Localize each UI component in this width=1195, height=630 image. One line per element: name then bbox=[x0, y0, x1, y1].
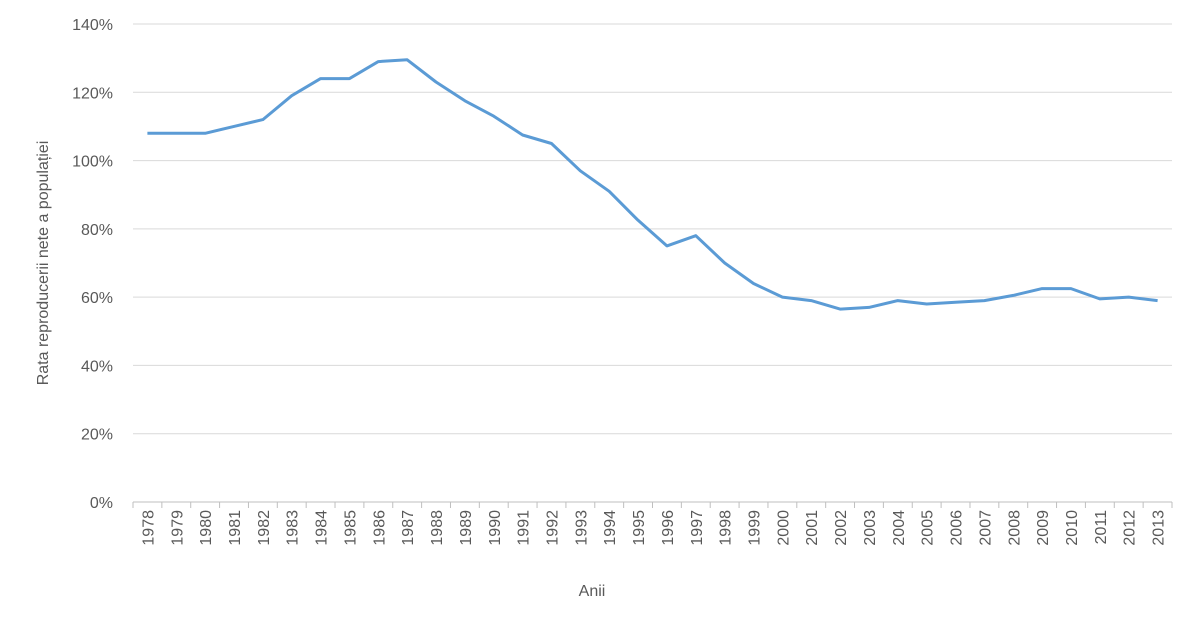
y-tick-label: 20% bbox=[81, 427, 113, 444]
x-tick-label: 1989 bbox=[458, 510, 475, 546]
x-tick-label: 1994 bbox=[602, 510, 619, 546]
x-tick-label: 1991 bbox=[516, 510, 533, 546]
x-tick-label: 2000 bbox=[775, 510, 792, 546]
y-tick-label: 60% bbox=[81, 290, 113, 307]
x-tick-label: 2013 bbox=[1151, 510, 1168, 546]
x-tick-label: 2011 bbox=[1093, 510, 1110, 545]
x-tick-label: 1996 bbox=[660, 510, 677, 546]
y-axis-label: Rata reproducerii nete a populației bbox=[35, 141, 52, 386]
x-tick-label: 1981 bbox=[227, 510, 244, 546]
x-tick-label: 1997 bbox=[689, 510, 706, 546]
x-tick-label: 2003 bbox=[862, 510, 879, 546]
x-tick-label: 1988 bbox=[429, 510, 446, 546]
x-tick-label: 1999 bbox=[747, 510, 764, 546]
x-tick-label: 1995 bbox=[631, 510, 648, 546]
x-tick-label: 1985 bbox=[342, 510, 359, 546]
x-tick-label: 2005 bbox=[920, 510, 937, 546]
x-axis-label: Anii bbox=[579, 583, 606, 600]
y-tick-label: 100% bbox=[72, 154, 113, 171]
x-tick-label: 2004 bbox=[891, 510, 908, 546]
x-tick-label: 1986 bbox=[371, 510, 388, 546]
data-line bbox=[147, 58, 1158, 311]
y-tick-label: 80% bbox=[81, 222, 113, 239]
x-tick-label: 2009 bbox=[1035, 510, 1052, 546]
y-tick-label: 0% bbox=[90, 495, 113, 512]
x-tick-label: 1978 bbox=[140, 510, 157, 546]
y-tick-label: 120% bbox=[72, 85, 113, 102]
y-tick-label: 140% bbox=[72, 17, 113, 34]
x-tick-label: 1979 bbox=[169, 510, 186, 546]
x-tick-label: 1983 bbox=[285, 510, 302, 546]
x-tick-label: 2006 bbox=[949, 510, 966, 546]
x-tick-label: 2001 bbox=[804, 510, 821, 546]
x-tick-label: 1984 bbox=[314, 510, 331, 546]
x-tick-label: 1993 bbox=[573, 510, 590, 546]
x-tick-label: 2008 bbox=[1006, 510, 1023, 546]
x-tick-label: 1980 bbox=[198, 510, 215, 546]
y-tick-label: 40% bbox=[81, 358, 113, 375]
x-tick-label: 1992 bbox=[544, 510, 561, 546]
x-tick-label: 2010 bbox=[1064, 510, 1081, 546]
x-tick-label: 1990 bbox=[487, 510, 504, 546]
x-tick-label: 2012 bbox=[1122, 510, 1139, 546]
x-tick-label: 1987 bbox=[400, 510, 417, 546]
x-tick-label: 1998 bbox=[718, 510, 735, 546]
x-tick-label: 1982 bbox=[256, 510, 273, 546]
x-tick-label: 2007 bbox=[977, 510, 994, 546]
x-tick-label: 2002 bbox=[833, 510, 850, 546]
